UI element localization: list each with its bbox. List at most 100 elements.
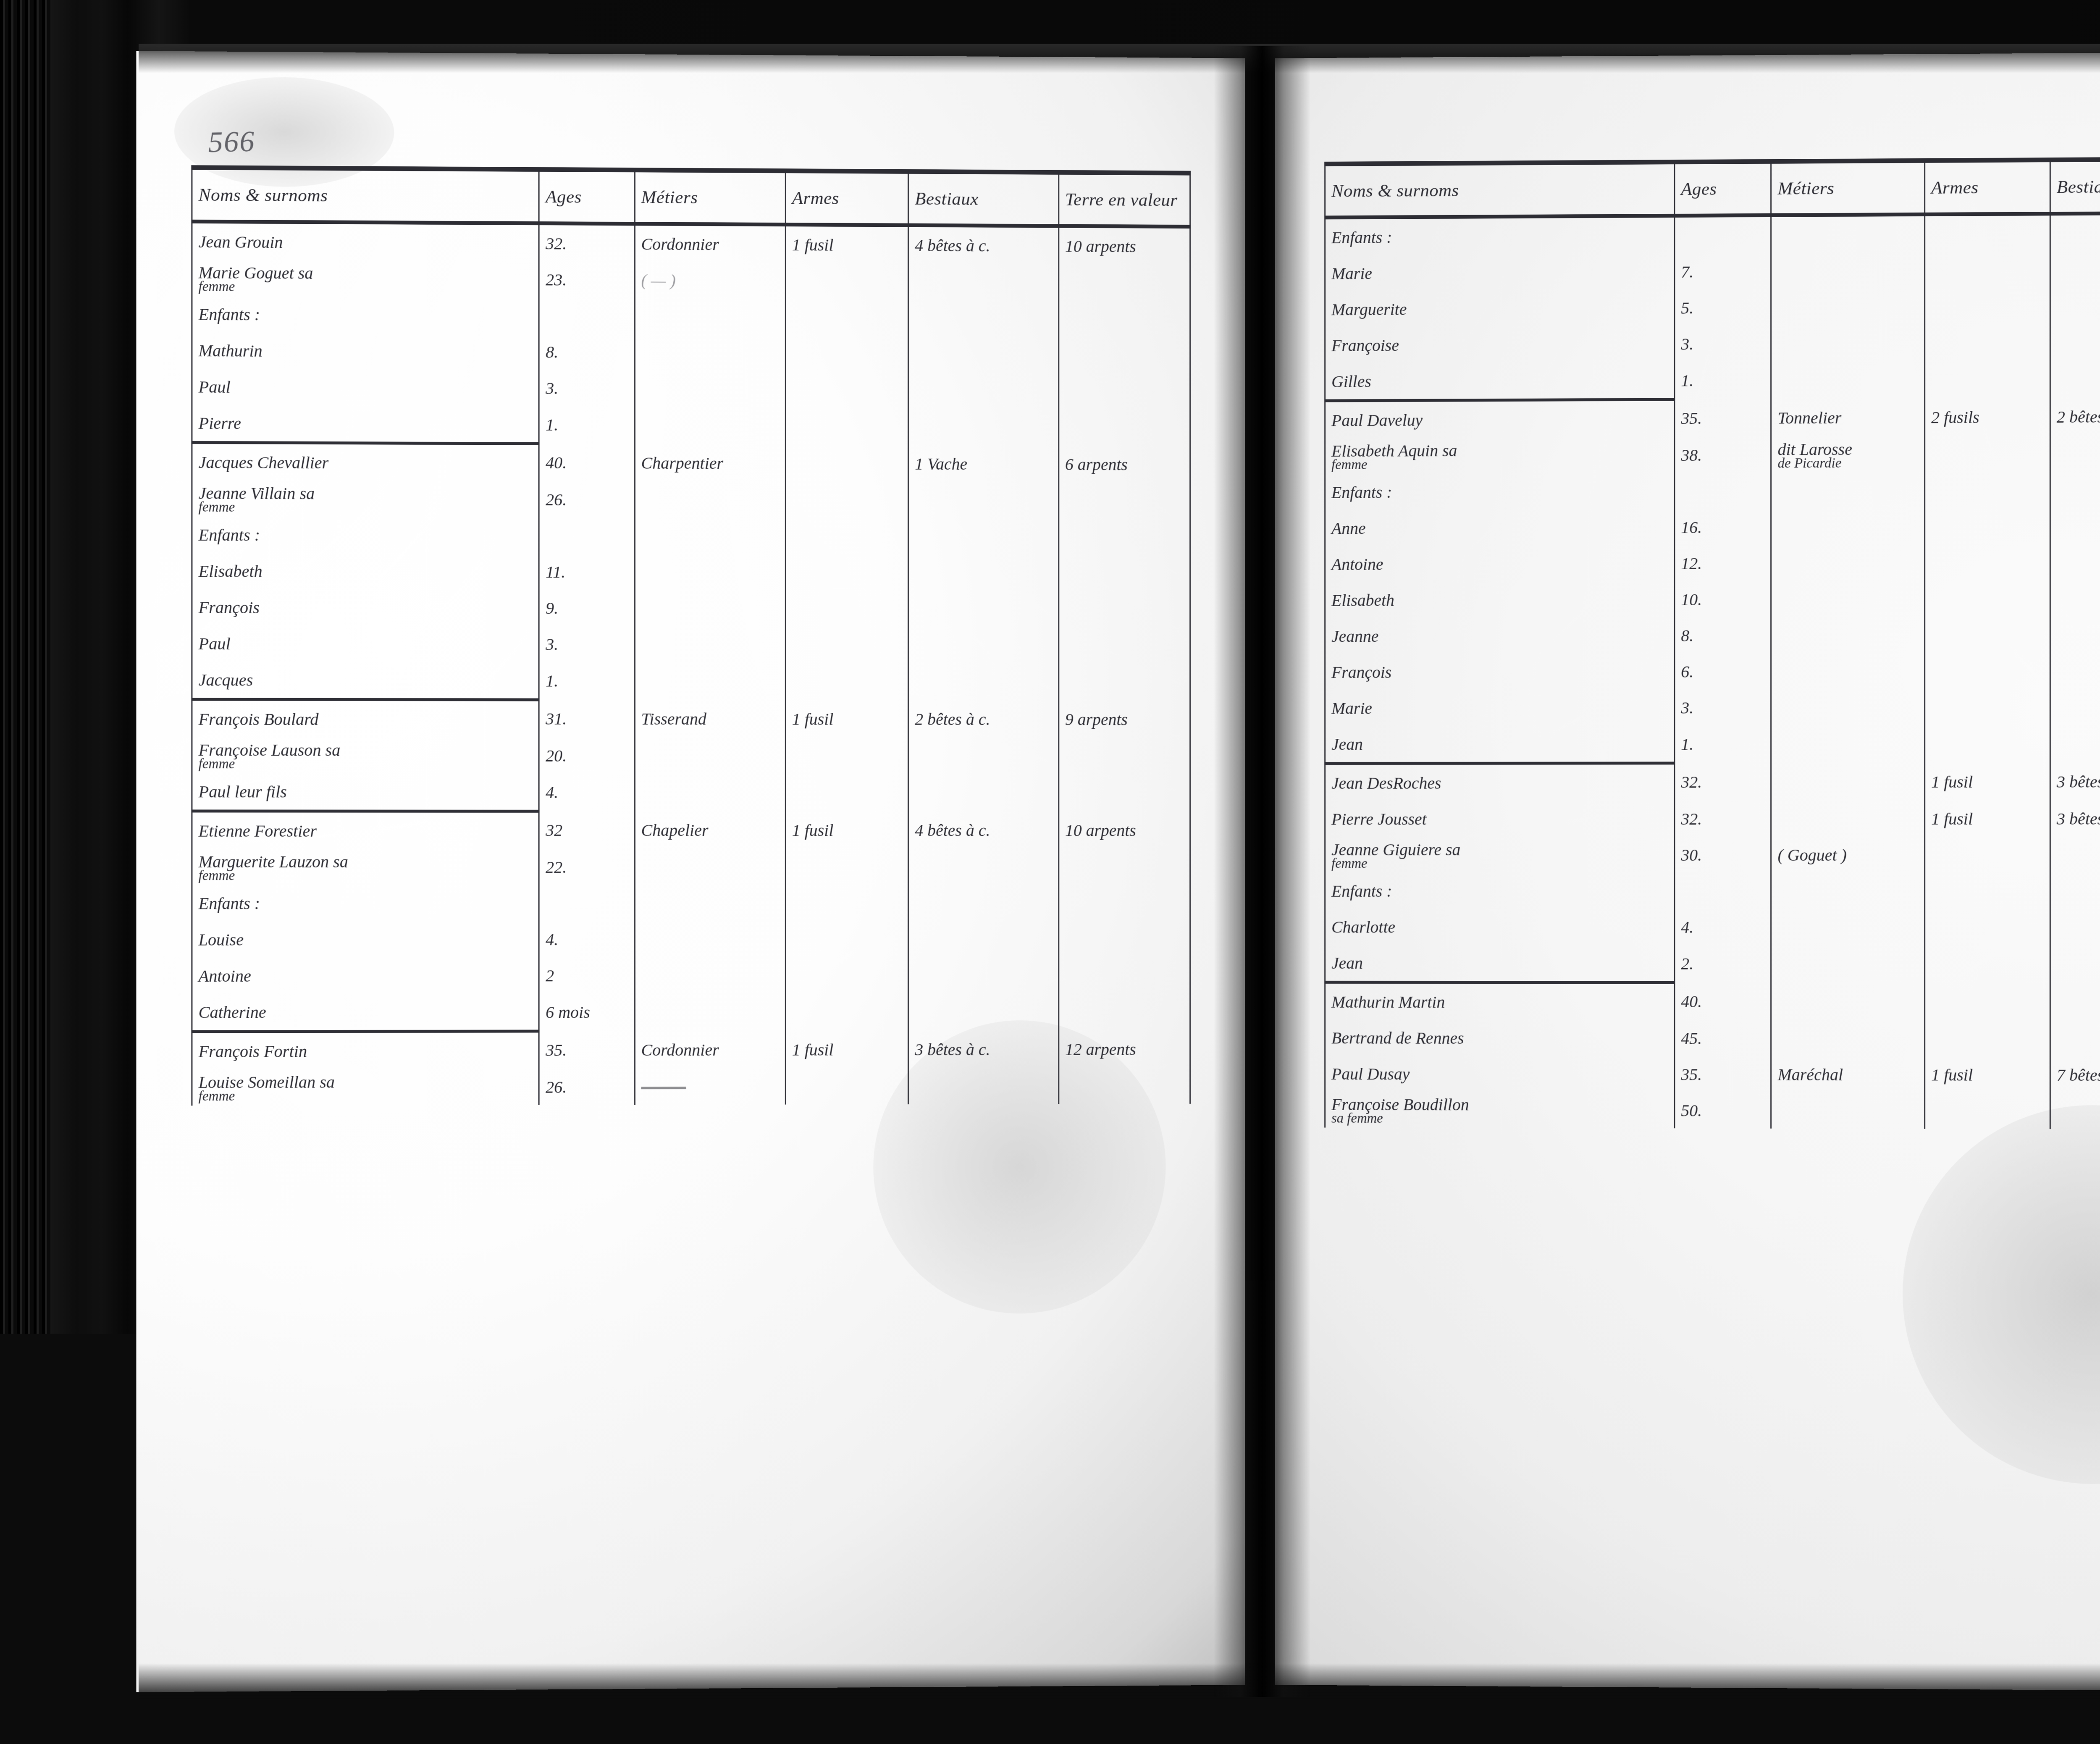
cell-arms: 1 fusil (1925, 763, 2050, 801)
cell-trade: ( — ) (635, 262, 785, 299)
cell-age: 3. (1675, 689, 1771, 725)
cell-age (539, 885, 634, 921)
cell-arms (785, 774, 908, 812)
cell-age: 38. (1675, 437, 1771, 473)
cell-age (539, 297, 634, 334)
cell-livestock: 3 bêtes à c. (2050, 763, 2100, 801)
column-header-arms: Armes (785, 171, 908, 225)
table-row: Marguerite 5. (1325, 286, 2100, 327)
column-header-trades: Métiers (635, 170, 785, 225)
cell-arms: 1 fusil (785, 700, 908, 738)
table-row: Jeanne Giguiere sa femme 30.( Goguet ) (1325, 837, 2100, 873)
table-row: Paul 3. (192, 368, 1190, 408)
cell-name: François (192, 589, 539, 626)
cell-livestock (2050, 837, 2100, 873)
table-row: Etienne Forestier 32 Chapelier 1 fusil 4 bêt… (192, 811, 1190, 849)
cell-arms (785, 518, 908, 555)
cell-age: 32. (539, 223, 634, 262)
table-row: Pierre 1. (192, 405, 1190, 446)
cell-land (1058, 591, 1190, 627)
cell-land (1058, 849, 1190, 885)
cell-name: Mathurin Martin (1325, 982, 1675, 1020)
cell-arms: 1 fusil (785, 812, 908, 849)
cell-name: Jacques (192, 662, 539, 700)
cell-trade (635, 662, 785, 700)
cell-livestock (2050, 251, 2100, 288)
cell-name: Jean (1325, 945, 1675, 982)
cell-arms (1925, 1020, 2050, 1057)
cell-trade (1771, 982, 1924, 1020)
cell-trade (1771, 945, 1924, 983)
cell-trade (1771, 763, 1924, 801)
cell-arms (1925, 214, 2050, 252)
cell-name-continuation: femme (199, 1090, 533, 1103)
cell-land (1058, 885, 1190, 921)
cell-trade (1771, 801, 1924, 837)
cell-arms (785, 482, 908, 519)
census-table-right: Noms & surnoms Ages Métiers Armes Bestia… (1324, 156, 2100, 1129)
cell-livestock: 2 bêtes à c. (2050, 397, 2100, 436)
table-row: Françoise 3. (1325, 323, 2100, 363)
cell-arms (785, 444, 908, 482)
cell-arms (1925, 436, 2050, 472)
column-header-livestock: Bestiaux (908, 171, 1059, 226)
cell-trade (635, 554, 785, 591)
cell-trade (1771, 472, 1924, 509)
film-edge-left (0, 0, 50, 1744)
cell-age (1675, 873, 1771, 909)
cell-livestock (2050, 652, 2100, 689)
cell-livestock (908, 849, 1059, 885)
cell-livestock (2050, 616, 2100, 653)
cell-arms (1925, 1093, 2050, 1129)
cell-arms: 2 fusils (1925, 398, 2050, 436)
cell-name: Mathurin (192, 332, 539, 370)
left-page: 566 Noms & surnoms Ages Métiers Armes Be… (136, 51, 1245, 1692)
cell-trade (1771, 873, 1924, 909)
cell-age: 3. (539, 370, 634, 407)
cell-livestock (2050, 909, 2100, 945)
cell-arms: 1 fusil (1925, 1056, 2050, 1093)
cell-name: Jeanne (1325, 617, 1675, 654)
cell-arms (1925, 252, 2050, 289)
column-header-land: Terre en valeur (1058, 172, 1190, 226)
cell-name: Pierre (192, 405, 539, 444)
cell-arms (785, 993, 908, 1031)
cell-land (1058, 264, 1190, 300)
cell-age: 11. (539, 554, 634, 590)
table-row: Marie Goguet sa femme 23.( — ) (192, 260, 1190, 300)
cell-livestock: 1 Vache (908, 445, 1059, 483)
cell-arms (785, 371, 908, 407)
cell-arms (1925, 472, 2050, 508)
cell-trade (635, 334, 785, 370)
table-row: Jeanne Villain sa femme 26. (192, 480, 1190, 519)
cell-name-continuation: femme (199, 870, 533, 883)
table-row: Pierre Jousset32.1 fusil3 bêtes à c.5 ar… (1325, 800, 2100, 837)
cell-trade (635, 370, 785, 407)
cell-age: 35. (539, 1031, 634, 1069)
cell-arms (1925, 508, 2050, 545)
cell-livestock (908, 335, 1059, 372)
cell-trade (635, 482, 785, 518)
table-row: Charlotte 4. (1325, 909, 2100, 946)
cell-livestock (2050, 323, 2100, 360)
cell-land (1058, 300, 1190, 336)
cell-livestock (2050, 435, 2100, 472)
cell-arms: 1 fusil (785, 225, 908, 263)
cell-name: Paul Dusay (1325, 1056, 1675, 1092)
cell-age: 35. (1675, 399, 1771, 437)
cell-name: Jean DesRoches (1325, 763, 1675, 801)
cell-name: Marie (1325, 254, 1675, 292)
cell-age: 31. (539, 700, 634, 738)
cell-livestock: 3 bêtes à c. (908, 1030, 1059, 1068)
census-rows-right: Enfants : Marie 7. Marguerite 5. Françoise 3. G… (1325, 212, 2100, 1129)
cell-livestock (908, 993, 1059, 1031)
cell-age: 40. (539, 444, 634, 481)
census-table-left: Noms & surnoms Ages Métiers Armes Bestia… (191, 165, 1191, 1106)
cell-livestock (908, 738, 1059, 774)
cell-trade (635, 298, 785, 335)
cell-age: 32 (539, 811, 634, 849)
cell-land (1058, 921, 1190, 957)
cell-livestock (908, 591, 1059, 627)
cell-livestock (2050, 213, 2100, 252)
cell-trade: Cordonnier (635, 224, 785, 263)
